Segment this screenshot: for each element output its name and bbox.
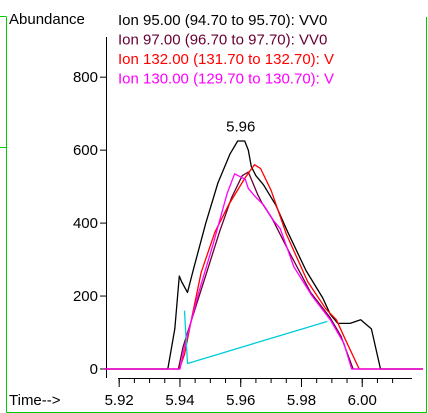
y-tick-label: 600 (73, 142, 98, 159)
y-tick-label: 0 (90, 361, 98, 378)
axes (106, 37, 412, 379)
x-ticks: 5.92 5.94 5.96 5.98 6.00 (105, 378, 377, 409)
series-line-baseline (183, 310, 328, 365)
y-tick-label: 400 (73, 215, 98, 232)
x-tick-label: 5.92 (105, 392, 134, 409)
legend-entry: Ion 132.00 (131.70 to 132.70): V (118, 51, 334, 68)
y-axis-label: Abundance (9, 11, 85, 28)
legend: Ion 95.00 (94.70 to 95.70): VV0 Ion 97.00… (118, 12, 334, 88)
peak-annotation: 5.96 (226, 119, 255, 136)
y-tick-label: 200 (73, 288, 98, 305)
x-tick-label: 5.98 (287, 392, 316, 409)
x-tick-label: 5.96 (226, 392, 255, 409)
legend-entry: Ion 95.00 (94.70 to 95.70): VV0 (118, 12, 327, 29)
series-line-ion-130_00 (104, 173, 423, 370)
series-line-ion-95_00 (104, 140, 423, 370)
x-axis-label: Time--> (9, 392, 61, 409)
series-line-ion-97_00 (104, 171, 423, 370)
x-tick-label: 5.94 (165, 392, 194, 409)
y-ticks: 0 200 400 600 800 (73, 69, 107, 378)
x-tick-label: 6.00 (348, 392, 377, 409)
series-layer (104, 140, 423, 370)
legend-entry: Ion 97.00 (96.70 to 97.70): VV0 (118, 32, 327, 49)
legend-entry: Ion 130.00 (129.70 to 130.70): V (118, 71, 334, 88)
y-tick-label: 800 (73, 69, 98, 86)
